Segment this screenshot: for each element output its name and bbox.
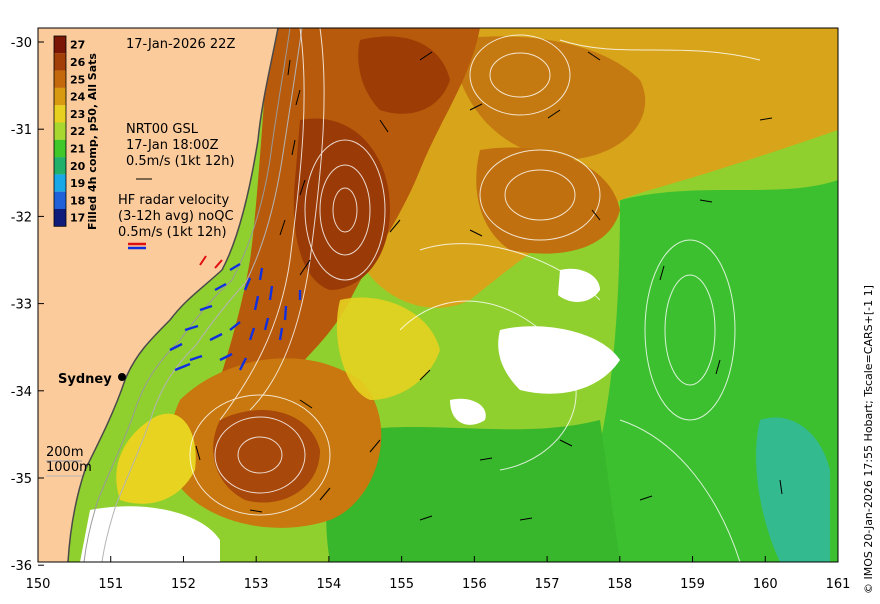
x-tick-label: 152 xyxy=(171,577,196,592)
colorbar-segment xyxy=(54,36,66,54)
plot-frame xyxy=(37,27,839,563)
y-tick-label: -30 xyxy=(11,36,32,51)
land-mass xyxy=(38,28,278,562)
colorbar-segment xyxy=(54,105,66,123)
warm-core-eddy-a xyxy=(293,118,390,290)
x-tick-label: 154 xyxy=(316,577,341,592)
colorbar: 27 26 25 24 23 22 21 20 19 18 17 xyxy=(53,35,86,227)
coastline xyxy=(67,28,279,562)
date-label: 17-Jan-2026 22Z xyxy=(126,37,235,52)
colorbar-segment xyxy=(54,87,66,106)
cloud-patch xyxy=(558,268,600,302)
y-axis: -30 -31 -32 -33 -34 -35 -36 xyxy=(11,36,44,574)
colorbar-tick-label: 19 xyxy=(70,177,85,190)
colorbar-segment xyxy=(54,174,66,192)
transition-ring xyxy=(336,297,440,400)
coastal-yellow xyxy=(116,413,196,504)
city-label: Sydney xyxy=(58,372,112,387)
gsl-legend-title: NRT00 GSL xyxy=(126,122,199,137)
colorbar-tick-label: 17 xyxy=(70,212,85,225)
x-tick-label: 159 xyxy=(680,577,705,592)
colorbar-tick-label: 26 xyxy=(70,56,86,69)
hf-legend-scale: 0.5m/s (1kt 12h) xyxy=(118,225,227,240)
x-tick-label: 158 xyxy=(607,577,632,592)
depth-contour-1000m xyxy=(101,28,303,562)
x-axis: 150 151 152 153 154 155 156 157 158 159 160 161 xyxy=(26,556,851,592)
y-tick-label: -35 xyxy=(11,472,32,487)
gsl-legend-time: 17-Jan 18:00Z xyxy=(126,138,219,153)
plot-area xyxy=(38,28,838,562)
colorbar-tick-label: 18 xyxy=(70,194,85,207)
y-tick-label: -33 xyxy=(11,298,32,313)
colorbar-tick-label: 27 xyxy=(70,39,85,52)
colorbar-tick-label: 25 xyxy=(70,73,85,86)
colorbar-tick-label: 20 xyxy=(70,160,86,173)
cool-water-south xyxy=(326,420,620,562)
x-tick-label: 153 xyxy=(244,577,269,592)
x-tick-label: 156 xyxy=(462,577,487,592)
warm-eddy-north xyxy=(450,36,646,160)
cloud-patch xyxy=(80,506,220,562)
warm-eddy-mid xyxy=(476,147,620,254)
credit-label: © IMOS 20-Jan-2026 17:55 Hobart; Tscale=… xyxy=(862,285,875,594)
city-marker xyxy=(118,373,126,381)
hf-radar-arrows xyxy=(169,262,302,372)
hf-legend-title: HF radar velocity xyxy=(118,193,230,208)
cloud-patch xyxy=(450,398,486,425)
colorbar-segment xyxy=(54,209,66,227)
ssh-contours xyxy=(189,28,761,562)
x-tick-label: 150 xyxy=(26,577,51,592)
depth-legend-200m: 200m xyxy=(46,445,83,460)
colorbar-segment xyxy=(54,157,66,175)
hf-radar-arrows-red xyxy=(199,255,223,269)
y-tick-label: -32 xyxy=(11,210,32,225)
colorbar-frame xyxy=(53,35,67,227)
cloud-patch xyxy=(498,326,620,394)
warm-eddy-south-core xyxy=(213,410,320,503)
y-tick-label: -31 xyxy=(11,123,32,138)
x-tick-label: 155 xyxy=(389,577,414,592)
gsl-velocity-arrows xyxy=(195,51,783,521)
cool-patch xyxy=(756,417,830,562)
colorbar-tick-label: 21 xyxy=(70,142,85,155)
colorbar-segment xyxy=(54,53,66,71)
x-tick-label: 151 xyxy=(98,577,123,592)
y-tick-label: -34 xyxy=(11,385,32,400)
colorbar-tick-label: 23 xyxy=(70,108,85,121)
colorbar-segment xyxy=(54,122,66,140)
x-tick-label: 157 xyxy=(535,577,560,592)
colorbar-segment xyxy=(54,70,66,88)
colorbar-title: Filled 4h comp, p50, All Sats xyxy=(86,53,99,230)
hf-legend-avg: (3-12h avg) noQC xyxy=(118,209,234,224)
colorbar-segment xyxy=(54,139,66,158)
depth-legend-1000m: 1000m xyxy=(46,460,92,475)
gsl-legend-scale: 0.5m/s (1kt 12h) xyxy=(126,154,235,169)
x-tick-label: 160 xyxy=(753,577,778,592)
colorbar-tick-label: 24 xyxy=(70,91,86,104)
colorbar-segment xyxy=(54,191,66,209)
y-tick-label: -36 xyxy=(11,559,32,574)
colorbar-tick-label: 22 xyxy=(70,125,85,138)
x-tick-label: 161 xyxy=(826,577,851,592)
